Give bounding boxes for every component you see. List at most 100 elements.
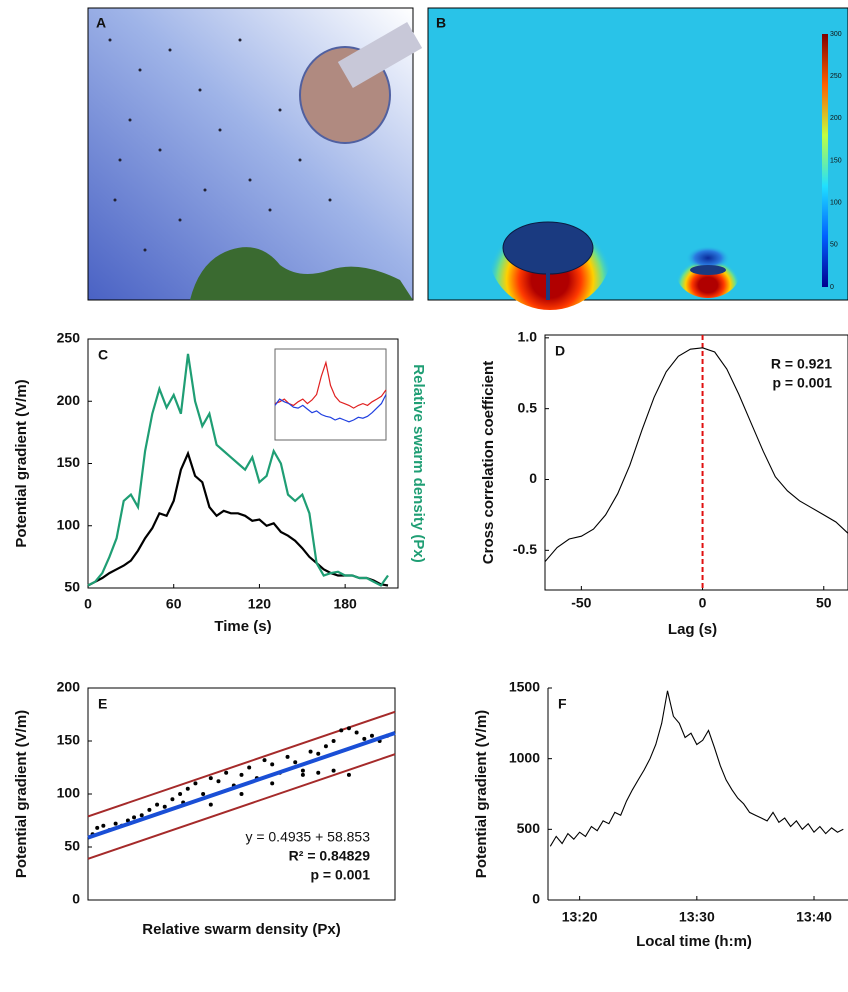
x-tick-label: -50 <box>571 595 591 611</box>
data-point <box>178 792 183 796</box>
data-point <box>293 760 298 765</box>
panel-label: E <box>98 696 107 712</box>
y-tick-label: 200 <box>57 679 81 695</box>
colorbar-label: 300 <box>830 31 842 38</box>
data-point <box>208 802 213 807</box>
data-point <box>185 786 190 791</box>
y-tick-label: 50 <box>64 838 80 854</box>
y-tick-label: 1500 <box>509 679 540 695</box>
data-point <box>270 762 275 767</box>
y-tick-label: 0 <box>529 470 537 486</box>
inset-frame <box>274 348 387 441</box>
y-axis-label: Potential gradient (V/m) <box>473 710 490 878</box>
data-point <box>270 781 275 786</box>
data-point <box>300 772 305 777</box>
data-point <box>147 807 152 812</box>
data-point <box>346 726 351 731</box>
inset-line <box>274 360 387 409</box>
colorbar-label: 100 <box>830 200 842 207</box>
sensor-arm <box>337 22 423 88</box>
x-tick-label: 13:40 <box>796 909 832 925</box>
data-point <box>247 765 252 770</box>
y-tick-label: 250 <box>57 330 81 346</box>
prediction-band <box>87 753 396 860</box>
annotation: R² = 0.84829 <box>289 848 371 864</box>
y-tick-label: 200 <box>57 392 81 408</box>
data-point <box>216 779 221 784</box>
colorbar-label: 200 <box>830 115 842 122</box>
data-point <box>224 770 229 775</box>
y-tick-label: 1.0 <box>518 329 538 345</box>
annotation: y = 0.4935 + 58.853 <box>245 829 370 845</box>
colorbar-label: 50 <box>830 242 838 249</box>
colorbar <box>822 34 828 287</box>
photo-panel: A <box>87 7 423 301</box>
annotation: p = 0.001 <box>310 867 370 883</box>
x-tick-label: 0 <box>699 595 707 611</box>
data-point <box>162 804 167 809</box>
y-tick-label: 500 <box>517 820 541 836</box>
y-axis-label: Potential gradient (V/m) <box>13 710 30 878</box>
tree-trunk <box>546 270 550 300</box>
x-tick-label: 13:20 <box>562 909 598 925</box>
panel-label: F <box>558 696 567 712</box>
data-point <box>369 733 374 738</box>
data-point <box>262 758 267 763</box>
colorbar-label: 150 <box>830 157 842 164</box>
data-point <box>239 792 244 796</box>
y-tick-label: -0.5 <box>513 541 537 557</box>
data-point <box>201 792 206 796</box>
prediction-band <box>87 710 396 818</box>
panel-label: B <box>436 15 446 31</box>
x-tick-label: 0 <box>84 596 92 612</box>
data-point <box>170 797 175 802</box>
tree-model <box>502 221 594 275</box>
y-axis-label: Potential gradient (V/m) <box>13 379 30 547</box>
series-line <box>87 450 389 587</box>
x-tick-label: 13:30 <box>679 909 715 925</box>
data-point <box>323 744 328 749</box>
y-tick-label: 0 <box>72 891 80 907</box>
y-tick-label: 150 <box>57 454 81 470</box>
data-point <box>300 768 305 773</box>
sensor-model <box>690 265 726 275</box>
data-point <box>316 770 321 775</box>
data-point <box>193 781 198 786</box>
inset-line <box>274 394 387 423</box>
data-point <box>331 739 336 743</box>
data-point <box>125 818 130 823</box>
y-tick-label: 0.5 <box>518 399 538 415</box>
data-point <box>132 815 137 820</box>
y-tick-label: 1000 <box>509 749 540 765</box>
data-point <box>331 768 336 773</box>
y-tick-label: 150 <box>57 732 81 748</box>
data-point <box>155 802 160 807</box>
data-point <box>113 821 118 826</box>
plot-frame <box>544 334 848 591</box>
y-tick-label: 0 <box>532 891 540 907</box>
data-point <box>362 736 367 741</box>
x-tick-label: 50 <box>816 595 832 611</box>
y-axis-label: Cross correlation coefficient <box>480 361 497 564</box>
trees <box>190 247 413 300</box>
data-point <box>339 728 344 733</box>
bees <box>108 38 332 252</box>
colorbar-label: 250 <box>830 73 842 80</box>
series-line <box>87 353 389 587</box>
series-line <box>544 347 848 563</box>
x-tick-label: 60 <box>166 596 182 612</box>
data-point <box>354 730 359 735</box>
data-point <box>239 772 244 777</box>
data-point <box>95 825 100 830</box>
y-tick-label: 50 <box>64 579 80 595</box>
x-axis-label: Lag (s) <box>668 621 717 638</box>
data-point <box>346 772 351 777</box>
annotation: R = 0.921 <box>771 356 832 372</box>
data-point <box>139 813 144 818</box>
x-axis-label: Relative swarm density (Px) <box>142 921 340 938</box>
y-tick-label: 100 <box>57 785 81 801</box>
x-axis-label: Time (s) <box>214 618 271 635</box>
field-panel: B <box>427 7 848 310</box>
data-point <box>316 751 321 756</box>
